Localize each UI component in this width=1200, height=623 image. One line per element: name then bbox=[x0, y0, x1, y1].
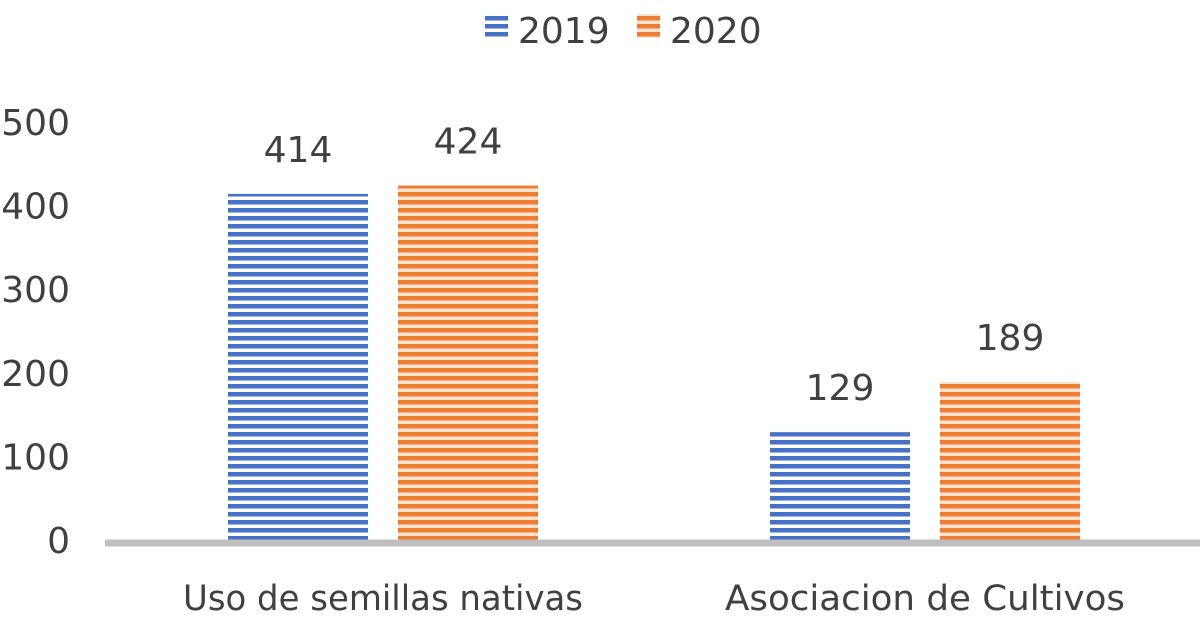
y-tick-label: 200 bbox=[1, 354, 70, 395]
bar-2019-2 bbox=[770, 432, 910, 540]
y-tick-label: 500 bbox=[1, 103, 70, 144]
y-axis-ticks: 0 100 200 300 400 500 bbox=[1, 103, 70, 562]
legend-label: 2020 bbox=[670, 11, 762, 52]
bars bbox=[228, 185, 1080, 540]
y-tick-label: 100 bbox=[1, 437, 70, 478]
bar-2019-1 bbox=[228, 193, 368, 540]
legend-item-2019[interactable]: 2019 bbox=[485, 11, 610, 52]
data-label: 424 bbox=[434, 122, 503, 163]
data-labels: 414 424 129 189 bbox=[264, 122, 1045, 410]
bar-2020-2 bbox=[940, 381, 1080, 540]
legend-swatch bbox=[637, 14, 660, 38]
x-tick-label: Uso de semillas nativas bbox=[183, 579, 583, 619]
legend: 2019 2020 bbox=[485, 11, 762, 52]
data-label: 414 bbox=[264, 130, 333, 171]
data-label: 189 bbox=[976, 318, 1045, 359]
x-tick-label: Asociacion de Cultivos bbox=[725, 579, 1125, 619]
legend-item-2020[interactable]: 2020 bbox=[637, 11, 762, 52]
y-tick-label: 400 bbox=[1, 187, 70, 228]
legend-label: 2019 bbox=[518, 11, 610, 52]
y-tick-label: 300 bbox=[1, 270, 70, 311]
x-axis-ticks: Uso de semillas nativas Asociacion de Cul… bbox=[183, 579, 1125, 619]
bar-2020-1 bbox=[398, 185, 538, 540]
y-tick-label: 0 bbox=[47, 521, 70, 562]
data-label: 129 bbox=[806, 368, 875, 409]
legend-swatch bbox=[485, 14, 508, 38]
